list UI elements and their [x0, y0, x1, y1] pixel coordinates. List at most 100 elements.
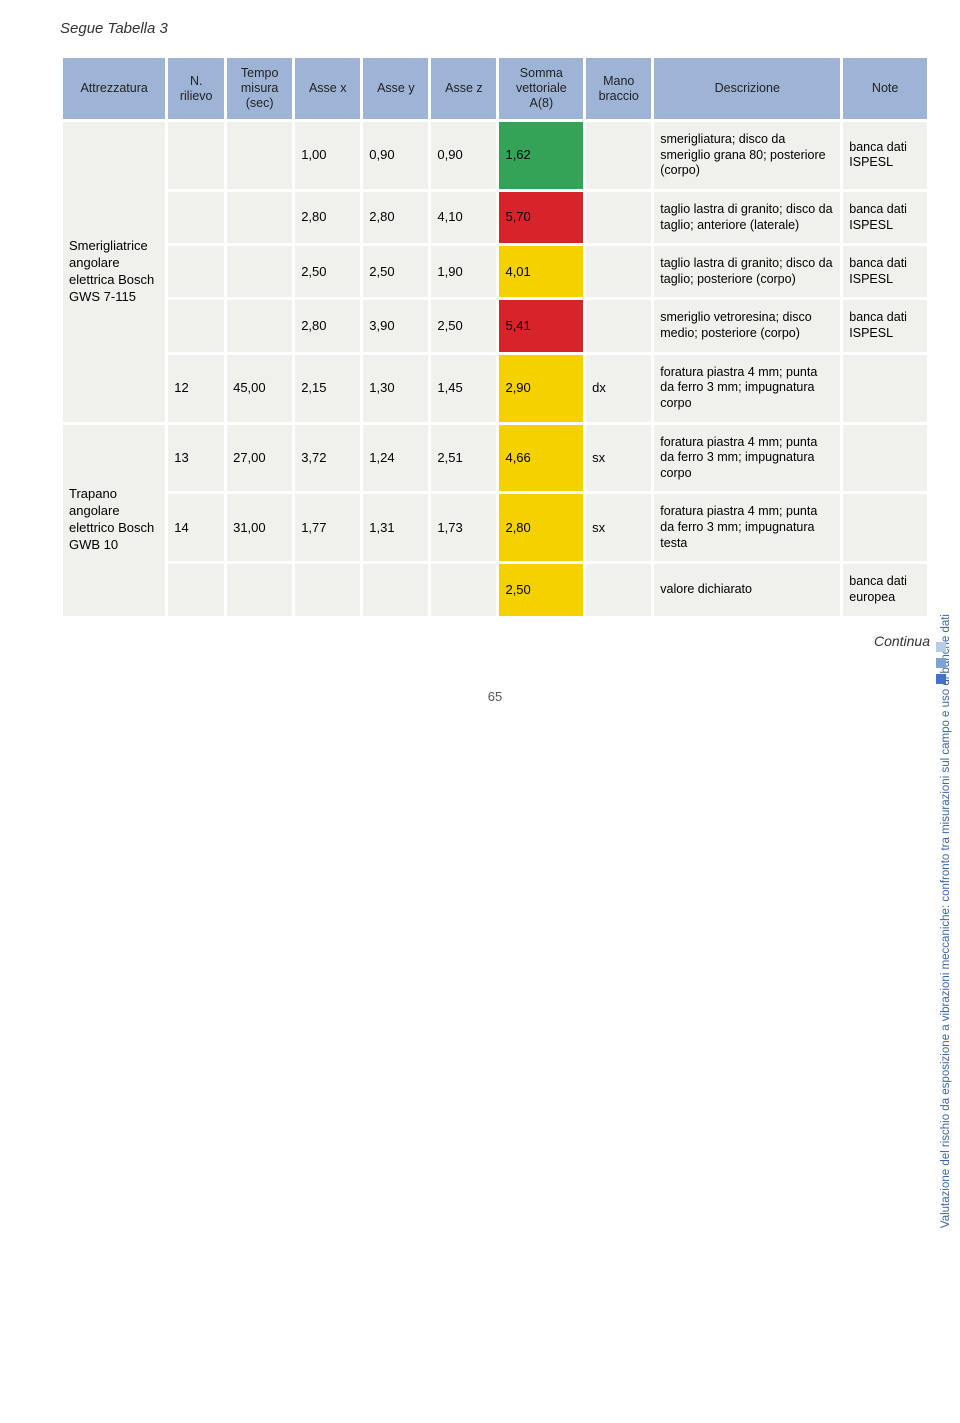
- cell-asse-x: 1,00: [295, 122, 360, 189]
- cell-n-rilievo: 12: [168, 355, 224, 422]
- cell-n-rilievo: 14: [168, 494, 224, 561]
- cell-somma: 2,80: [499, 494, 583, 561]
- cell-somma: 5,41: [499, 300, 583, 351]
- cell-mano: sx: [586, 425, 651, 492]
- cell-somma: 2,90: [499, 355, 583, 422]
- column-header: Asse z: [431, 58, 496, 119]
- cell-attrezzatura: Trapano angolare elettrico Bosch GWB 10: [63, 425, 165, 616]
- cell-asse-x: 2,15: [295, 355, 360, 422]
- cell-tempo: 45,00: [227, 355, 292, 422]
- cell-asse-y: [363, 564, 428, 615]
- table-container: AttrezzaturaN.rilievoTempomisura(sec)Ass…: [60, 55, 930, 619]
- cell-note: banca dati ISPESL: [843, 192, 927, 243]
- side-dot: [936, 658, 946, 668]
- table-row: 1431,001,771,311,732,80sxforatura piastr…: [63, 494, 927, 561]
- cell-descrizione: foratura piastra 4 mm; punta da ferro 3 …: [654, 355, 840, 422]
- cell-note: [843, 494, 927, 561]
- column-header: SommavettorialeA(8): [499, 58, 583, 119]
- cell-n-rilievo: 13: [168, 425, 224, 492]
- column-header: Attrezzatura: [63, 58, 165, 119]
- side-dots: [936, 642, 946, 684]
- table-row: 1245,002,151,301,452,90dxforatura piastr…: [63, 355, 927, 422]
- table-caption: Segue Tabella 3: [60, 20, 930, 37]
- cell-asse-z: 1,73: [431, 494, 496, 561]
- cell-tempo: [227, 246, 292, 297]
- cell-descrizione: valore dichiarato: [654, 564, 840, 615]
- cell-tempo: [227, 564, 292, 615]
- column-header: N.rilievo: [168, 58, 224, 119]
- cell-asse-z: 1,45: [431, 355, 496, 422]
- cell-mano: sx: [586, 494, 651, 561]
- cell-note: [843, 355, 927, 422]
- cell-asse-y: 1,31: [363, 494, 428, 561]
- cell-tempo: 27,00: [227, 425, 292, 492]
- table-row: 2,803,902,505,41 smeriglio vetroresina; d…: [63, 300, 927, 351]
- cell-asse-y: 1,24: [363, 425, 428, 492]
- cell-n-rilievo: [168, 246, 224, 297]
- table-row: 2,802,804,105,70taglio lastra di granito…: [63, 192, 927, 243]
- side-rail: Valutazione del rischio da esposizione a…: [922, 70, 952, 684]
- page-number: 65: [60, 689, 930, 704]
- table-row: 2,502,501,904,01taglio lastra di granito…: [63, 246, 927, 297]
- cell-descrizione: foratura piastra 4 mm; punta da ferro 3 …: [654, 425, 840, 492]
- cell-descrizione: taglio lastra di granito; disco da tagli…: [654, 246, 840, 297]
- cell-somma: 1,62: [499, 122, 583, 189]
- cell-tempo: 31,00: [227, 494, 292, 561]
- cell-note: banca dati ISPESL: [843, 300, 927, 351]
- side-running-title: Valutazione del rischio da esposizione a…: [940, 614, 952, 1228]
- cell-n-rilievo: [168, 564, 224, 615]
- cell-asse-z: 4,10: [431, 192, 496, 243]
- cell-asse-y: 2,80: [363, 192, 428, 243]
- cell-n-rilievo: [168, 122, 224, 189]
- cell-note: banca dati ISPESL: [843, 246, 927, 297]
- cell-mano: [586, 300, 651, 351]
- cell-tempo: [227, 122, 292, 189]
- cell-asse-z: 1,90: [431, 246, 496, 297]
- table-header-row: AttrezzaturaN.rilievoTempomisura(sec)Ass…: [63, 58, 927, 119]
- cell-asse-z: 0,90: [431, 122, 496, 189]
- side-dot: [936, 642, 946, 652]
- continua-label: Continua: [60, 633, 930, 649]
- cell-asse-z: 2,51: [431, 425, 496, 492]
- cell-asse-x: [295, 564, 360, 615]
- cell-somma: 2,50: [499, 564, 583, 615]
- cell-mano: [586, 122, 651, 189]
- column-header: Tempomisura(sec): [227, 58, 292, 119]
- cell-n-rilievo: [168, 300, 224, 351]
- table-row: Trapano angolare elettrico Bosch GWB 101…: [63, 425, 927, 492]
- cell-asse-y: 0,90: [363, 122, 428, 189]
- cell-somma: 4,01: [499, 246, 583, 297]
- cell-asse-x: 2,80: [295, 300, 360, 351]
- cell-descrizione: taglio lastra di granito; disco da tagli…: [654, 192, 840, 243]
- cell-mano: dx: [586, 355, 651, 422]
- cell-asse-x: 1,77: [295, 494, 360, 561]
- column-header: Descrizione: [654, 58, 840, 119]
- cell-tempo: [227, 300, 292, 351]
- cell-mano: [586, 564, 651, 615]
- column-header: Asse x: [295, 58, 360, 119]
- cell-note: banca dati europea: [843, 564, 927, 615]
- cell-asse-x: 3,72: [295, 425, 360, 492]
- cell-mano: [586, 192, 651, 243]
- table-row: Smerigliatrice angolare elettrica Bosch …: [63, 122, 927, 189]
- cell-somma: 5,70: [499, 192, 583, 243]
- cell-mano: [586, 246, 651, 297]
- data-table: AttrezzaturaN.rilievoTempomisura(sec)Ass…: [60, 55, 930, 619]
- column-header: Asse y: [363, 58, 428, 119]
- column-header: Note: [843, 58, 927, 119]
- cell-descrizione: foratura piastra 4 mm; punta da ferro 3 …: [654, 494, 840, 561]
- cell-descrizione: smeriglio vetroresina; disco medio; post…: [654, 300, 840, 351]
- cell-asse-z: [431, 564, 496, 615]
- table-row: 2,50 valore dichiaratobanca dati europea: [63, 564, 927, 615]
- cell-asse-y: 1,30: [363, 355, 428, 422]
- cell-somma: 4,66: [499, 425, 583, 492]
- cell-asse-y: 3,90: [363, 300, 428, 351]
- cell-attrezzatura: Smerigliatrice angolare elettrica Bosch …: [63, 122, 165, 422]
- cell-asse-x: 2,50: [295, 246, 360, 297]
- cell-tempo: [227, 192, 292, 243]
- cell-descrizione: smerigliatura; disco da smeriglio grana …: [654, 122, 840, 189]
- cell-note: banca dati ISPESL: [843, 122, 927, 189]
- cell-asse-y: 2,50: [363, 246, 428, 297]
- cell-asse-z: 2,50: [431, 300, 496, 351]
- column-header: Manobraccio: [586, 58, 651, 119]
